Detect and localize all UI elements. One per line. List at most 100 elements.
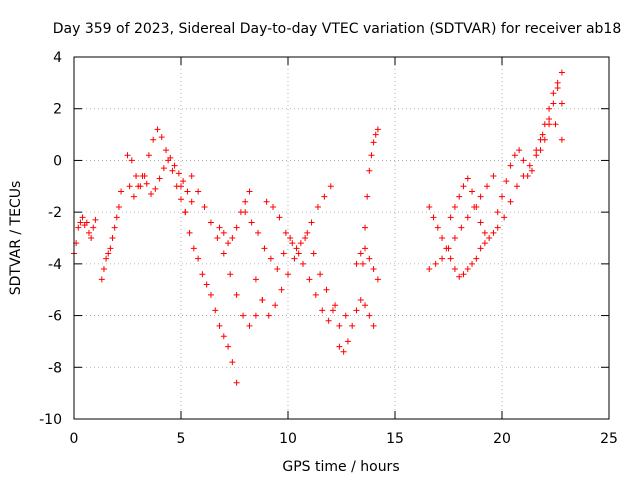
data-point [486,235,493,241]
data-point [336,322,343,329]
data-point [233,291,240,298]
data-point [160,165,167,172]
data-point [109,235,116,241]
data-point [261,245,268,252]
data-point [432,260,439,267]
data-point [103,255,110,262]
data-point [507,198,514,205]
x-tick-label: 20 [493,431,511,447]
series-3 [124,126,195,205]
series-5 [178,183,240,386]
data-point [165,157,172,164]
data-point [469,188,476,195]
data-point [533,152,540,159]
y-tick-label: -10 [39,412,62,428]
data-point [246,188,253,195]
data-point [499,193,505,200]
data-point [285,271,291,278]
data-point [554,85,561,92]
data-point [248,219,255,226]
data-point [552,121,559,128]
data-point [295,250,302,257]
data-point [184,188,191,195]
data-point [276,214,283,221]
data-point [233,224,240,231]
data-point [246,322,253,329]
data-point [133,172,140,179]
data-point [178,196,184,203]
series-15 [426,172,497,273]
data-points [71,69,565,386]
data-point [265,312,272,319]
grid-lines [74,57,609,419]
data-point [107,245,114,252]
data-point [353,307,360,314]
data-point [481,240,488,247]
data-point [182,209,189,216]
data-point [362,245,369,252]
data-point [314,203,321,210]
data-point [451,235,458,241]
data-point [175,170,182,177]
data-point [293,245,300,252]
data-point [319,307,326,314]
data-point [272,302,279,309]
data-point [154,126,161,133]
data-point [447,214,454,221]
data-point [105,250,112,257]
data-point [372,131,379,138]
data-point [92,216,99,223]
data-point [520,157,527,164]
data-point [477,245,484,252]
data-point [344,338,351,345]
data-point [558,100,565,107]
data-point [336,343,343,350]
data-point [85,229,92,236]
x-tick-label: 15 [386,431,404,447]
data-point [79,214,86,221]
data-point [190,245,197,252]
data-point [216,224,223,231]
data-point [252,312,259,319]
data-point [460,183,467,190]
data-point [546,105,553,112]
data-point [464,214,471,221]
data-point [220,333,227,340]
data-point [274,266,281,273]
data-point [308,219,315,226]
y-tick-label: 0 [53,153,62,169]
series-6 [188,172,266,329]
data-point [148,191,155,198]
data-point [111,224,118,231]
data-point [469,260,476,267]
data-point [267,255,274,262]
data-point [464,175,471,182]
data-point [430,214,437,221]
data-point [541,136,548,143]
data-point [490,172,497,179]
data-point [178,183,184,190]
data-point [362,302,369,309]
y-tick-label: 2 [53,102,62,118]
data-point [263,198,270,205]
data-point [242,209,249,216]
data-point [259,297,266,304]
x-tick-label: 0 [70,431,79,447]
data-point [513,183,520,190]
data-point [212,307,219,314]
data-point [473,255,480,262]
data-point [118,188,125,195]
data-point [220,250,227,257]
data-point [225,343,232,350]
data-point [558,69,565,76]
data-point [207,291,214,298]
data-point [366,312,373,319]
data-point [439,255,446,262]
data-point [135,183,142,190]
series-16 [447,175,488,236]
data-point [207,219,214,226]
data-point [302,235,309,241]
data-point [242,198,249,205]
series-12 [353,245,381,283]
data-point [77,219,84,226]
